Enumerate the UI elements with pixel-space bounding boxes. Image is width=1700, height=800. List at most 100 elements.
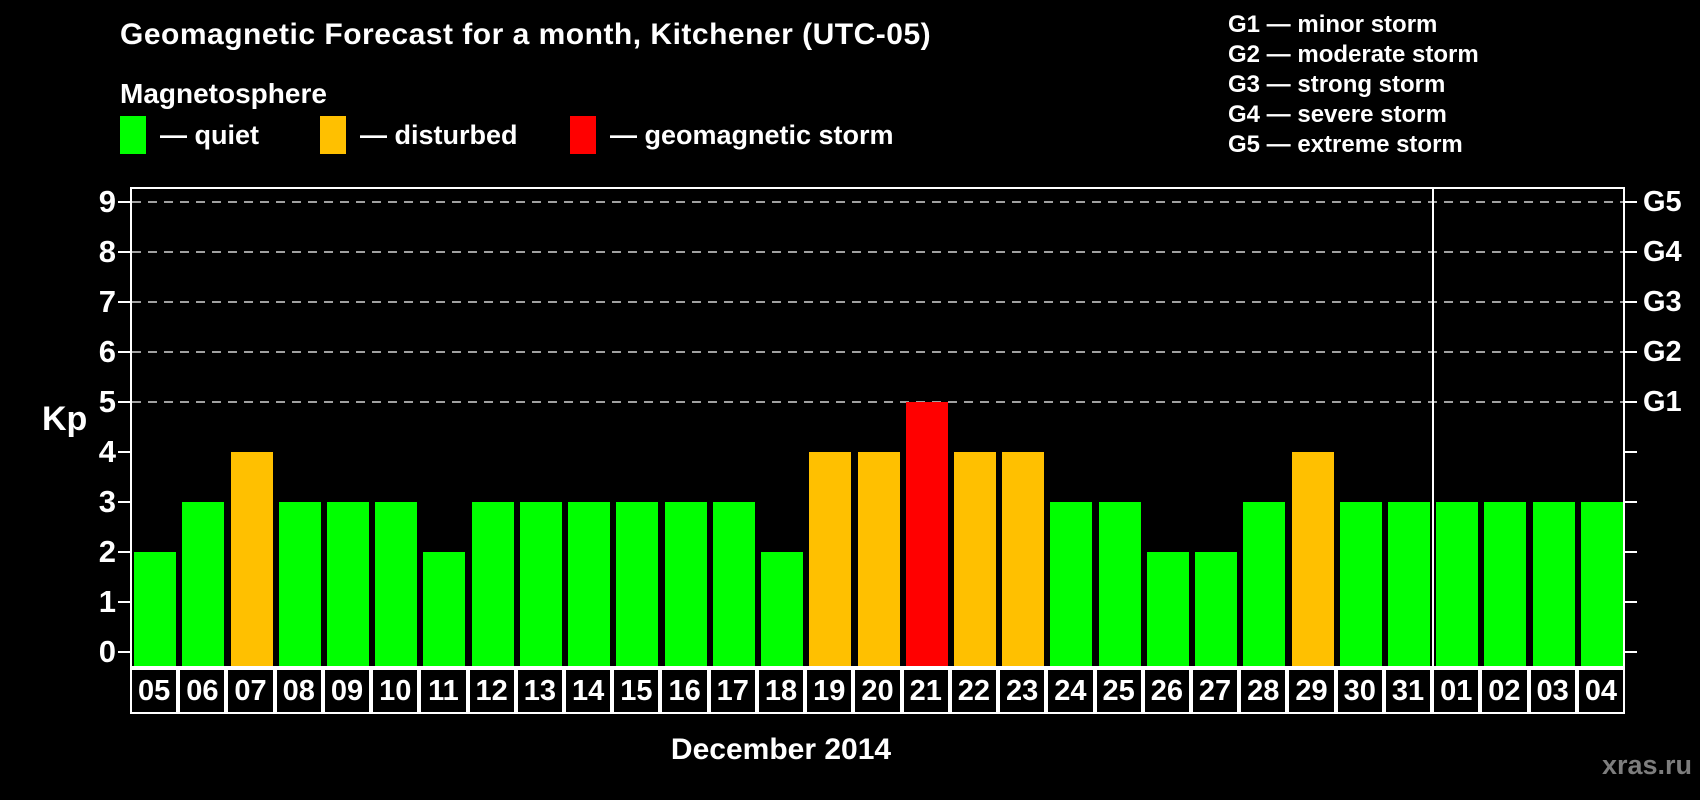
- left-tick-kp-2: [118, 551, 130, 553]
- chart-title: Geomagnetic Forecast for a month, Kitche…: [120, 18, 932, 51]
- date-label-29: 29: [1287, 668, 1336, 714]
- left-tick-kp-0: [118, 651, 130, 653]
- month-separator-line: [1432, 189, 1435, 666]
- g-scale-legend: G1 — minor storm G2 — moderate storm G3 — …: [1228, 10, 1479, 160]
- disturbed-color-swatch: [320, 116, 346, 154]
- date-label-03: 03: [1528, 668, 1577, 714]
- y-tick-label-8: 8: [98, 234, 116, 269]
- kp-bar-day-09: [327, 502, 370, 666]
- date-label-01: 01: [1432, 668, 1481, 714]
- left-tick-kp-5: [118, 401, 130, 403]
- left-tick-kp-1: [118, 601, 130, 603]
- date-label-18: 18: [756, 668, 806, 714]
- date-label-28: 28: [1239, 668, 1288, 714]
- date-label-14: 14: [564, 668, 613, 714]
- kp-bar-day-02: [1484, 502, 1527, 666]
- date-label-24: 24: [1046, 668, 1095, 714]
- kp-bar-day-22: [953, 452, 996, 666]
- date-label-09: 09: [322, 668, 372, 714]
- kp-bar-day-03: [1532, 502, 1575, 666]
- right-tick-kp-7: [1625, 301, 1637, 303]
- legend-item-storm: — geomagnetic storm: [570, 116, 894, 154]
- y-tick-label-3: 3: [98, 484, 116, 519]
- y-tick-label-2: 2: [98, 534, 116, 569]
- kp-bar-day-18: [761, 552, 804, 666]
- left-tick-kp-9: [118, 201, 130, 203]
- kp-bar-day-23: [1002, 452, 1045, 666]
- right-axis-label-g4: G4: [1643, 236, 1682, 268]
- kp-bar-day-12: [471, 502, 514, 666]
- kp-bar-day-01: [1436, 502, 1479, 666]
- g-scale-legend-line-1: G1 — minor storm: [1228, 11, 1438, 38]
- legend-item-quiet: — quiet: [120, 116, 259, 154]
- date-label-20: 20: [853, 668, 902, 714]
- kp-bar-day-27: [1195, 552, 1238, 666]
- date-label-05: 05: [130, 668, 179, 714]
- legend-label-storm: — geomagnetic storm: [610, 119, 894, 150]
- date-label-23: 23: [998, 668, 1047, 714]
- date-label-17: 17: [708, 668, 757, 714]
- kp-bar-day-24: [1050, 502, 1093, 666]
- date-label-15: 15: [612, 668, 661, 714]
- date-label-08: 08: [274, 668, 323, 714]
- right-tick-kp-5: [1625, 401, 1637, 403]
- watermark: xras.ru: [1601, 750, 1692, 780]
- right-tick-kp-1: [1625, 601, 1637, 603]
- right-tick-kp-4: [1625, 451, 1637, 453]
- date-label-11: 11: [419, 668, 468, 714]
- kp-bar-day-20: [857, 452, 900, 666]
- month-label-wrap: December 2014: [130, 733, 1432, 767]
- kp-bar-day-14: [568, 502, 611, 666]
- left-tick-kp-6: [118, 351, 130, 353]
- gridline-kp-5: [132, 401, 1623, 403]
- kp-bar-day-04: [1580, 502, 1623, 666]
- kp-bar-day-21: [905, 402, 948, 666]
- date-label-22: 22: [949, 668, 999, 714]
- y-tick-label-7: 7: [98, 284, 116, 319]
- g-scale-legend-line-2: G2 — moderate storm: [1228, 41, 1479, 68]
- date-label-27: 27: [1190, 668, 1240, 714]
- left-tick-kp-3: [118, 501, 130, 503]
- kp-bar-day-29: [1291, 452, 1334, 666]
- kp-bar-day-31: [1387, 502, 1430, 666]
- date-label-06: 06: [178, 668, 227, 714]
- kp-bar-day-11: [423, 552, 466, 666]
- kp-bar-day-28: [1243, 502, 1286, 666]
- right-tick-kp-6: [1625, 351, 1637, 353]
- y-tick-label-1: 1: [98, 584, 116, 619]
- right-axis-label-g2: G2: [1643, 336, 1682, 368]
- right-axis-label-g3: G3: [1643, 286, 1682, 318]
- gridline-kp-8: [132, 251, 1623, 253]
- date-label-25: 25: [1094, 668, 1143, 714]
- date-axis-row: 05 06 07 08 09 10 11 12 13 14 15 16 17 18 19 20 21 22 23 24…: [130, 668, 1625, 714]
- date-label-02: 02: [1480, 668, 1529, 714]
- gridline-kp-9: [132, 201, 1623, 203]
- right-tick-kp-9: [1625, 201, 1637, 203]
- kp-bar-day-13: [519, 502, 562, 666]
- date-label-19: 19: [805, 668, 854, 714]
- kp-bar-day-05: [134, 552, 177, 666]
- date-label-10: 10: [371, 668, 420, 714]
- g-scale-legend-line-5: G5 — extreme storm: [1228, 131, 1463, 158]
- right-axis-label-g1: G1: [1643, 386, 1682, 418]
- date-label-30: 30: [1335, 668, 1384, 714]
- y-tick-label-6: 6: [98, 334, 116, 369]
- month-label: December 2014: [670, 733, 892, 766]
- right-axis-label-g5: G5: [1643, 186, 1682, 218]
- y-tick-label-9: 9: [98, 184, 116, 219]
- left-tick-kp-7: [118, 301, 130, 303]
- left-tick-kp-8: [118, 251, 130, 253]
- plot-area: 0 1 2 3 4 5 6 7 8 9 G1 G2 G3 G4 G5: [99, 184, 1682, 669]
- legend-label-disturbed: — disturbed: [360, 119, 518, 150]
- right-tick-kp-0: [1625, 651, 1637, 653]
- date-label-21: 21: [901, 668, 950, 714]
- legend-item-disturbed: — disturbed: [320, 116, 518, 154]
- kp-bar-day-06: [182, 502, 225, 666]
- kp-bar-day-25: [1098, 502, 1141, 666]
- right-tick-kp-2: [1625, 551, 1637, 553]
- gridline-kp-6: [132, 351, 1623, 353]
- quiet-color-swatch: [120, 116, 146, 154]
- y-tick-label-5: 5: [98, 384, 116, 419]
- magnetosphere-subtitle: Magnetosphere: [120, 78, 327, 109]
